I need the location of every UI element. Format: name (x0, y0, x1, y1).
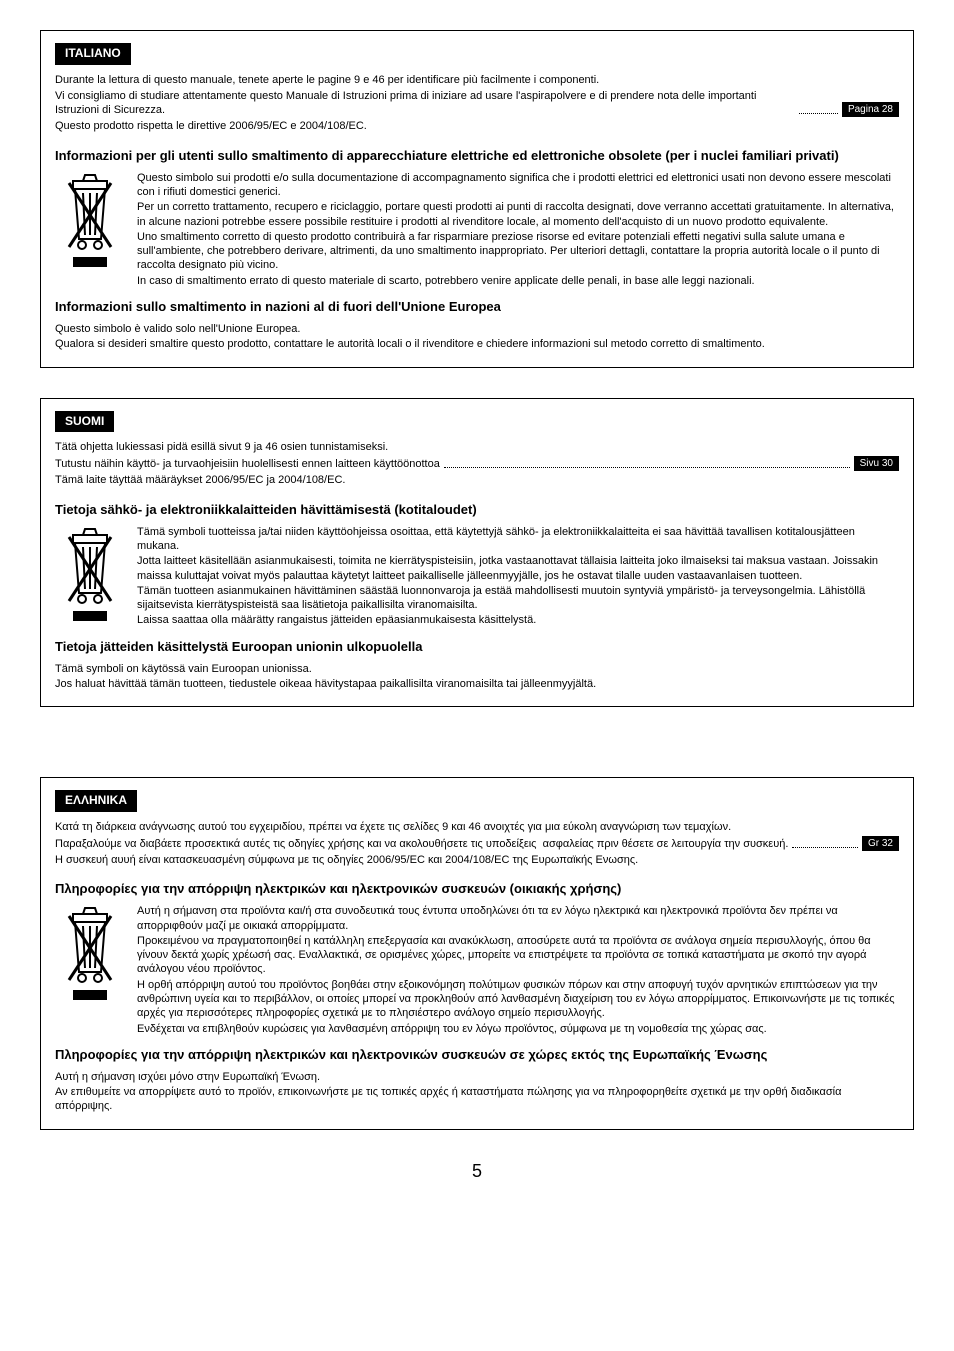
outside-eu-block: Αυτή η σήμανση ισχύει μόνο στην Ευρωπαϊκ… (55, 1070, 899, 1114)
page-ref-badge: Sivu 30 (854, 456, 899, 471)
outside-eu-p2: Jos haluat hävittää tämän tuotteen, tied… (55, 677, 899, 691)
outside-eu-heading: Πληροφορίες για την απόρριψη ηλεκτρικών … (55, 1047, 899, 1064)
weee-bin-icon (55, 904, 125, 1004)
outside-eu-p2: Αν επιθυμείτε να απορρίψετε αυτό το προϊ… (55, 1085, 899, 1114)
page-number: 5 (40, 1160, 914, 1183)
lang-tag: SUOMI (55, 411, 114, 433)
page-ref-row: Παραξαλούμε να διαβάετε προσεκτικά αυτές… (55, 836, 899, 851)
weee-heading: Πληροφορίες για την απόρριψη ηλεκτρικών … (55, 881, 899, 898)
weee-row: Tämä symboli tuotteissa ja/tai niiden kä… (55, 525, 899, 629)
lang-section-greek: ΕΛΛΗΝΙΚΑ Κατά τη διάρκεια ανάγνωσης αυτο… (40, 777, 914, 1130)
weee-p3: Tämän tuotteen asianmukainen hävittämine… (137, 584, 899, 613)
weee-bin-icon (55, 525, 125, 625)
weee-p3: Η ορθή απόρριψη αυτού του προϊόντος βοηθ… (137, 978, 899, 1021)
weee-row: Questo simbolo sui prodotti e/o sulla do… (55, 171, 899, 289)
lang-tag: ΕΛΛΗΝΙΚΑ (55, 790, 137, 812)
weee-p4: Laissa saattaa olla määrätty rangaistus … (137, 613, 899, 627)
weee-p1: Questo simbolo sui prodotti e/o sulla do… (137, 171, 899, 200)
outside-eu-p1: Tämä symboli on käytössä vain Euroopan u… (55, 662, 899, 676)
weee-p2: Jotta laitteet käsitellään asianmukaises… (137, 554, 899, 583)
intro-text-2: Παραξαλούμε να διαβάετε προσεκτικά αυτές… (55, 837, 788, 851)
outside-eu-p1: Questo simbolo è valido solo nell'Unione… (55, 322, 899, 336)
lang-tag: ITALIANO (55, 43, 131, 65)
page-ref-row: Tutustu näihin käyttö- ja turvaohjeisiin… (55, 456, 899, 471)
weee-bin-icon (55, 171, 125, 271)
compliance-text: Η συσκευή αυυή είναι κατασκευασμένη σύμφ… (55, 853, 899, 867)
dotted-leader (792, 847, 858, 848)
intro-text: Tätä ohjetta lukiessasi pidä esillä sivu… (55, 440, 899, 454)
outside-eu-heading: Informazioni sullo smaltimento in nazion… (55, 299, 899, 316)
lang-section-italiano: ITALIANO Durante la lettura di questo ma… (40, 30, 914, 368)
page-ref-row: Vi consigliamo di studiare attentamente … (55, 89, 899, 118)
weee-row: Αυτή η σήμανση στα προϊόντα και/ή στα συ… (55, 904, 899, 1037)
compliance-text: Questo prodotto rispetta le direttive 20… (55, 119, 899, 133)
outside-eu-p2: Qualora si desideri smaltire questo prod… (55, 337, 899, 351)
weee-p3: Uno smaltimento corretto di questo prodo… (137, 230, 899, 273)
intro-text: Durante la lettura di questo manuale, te… (55, 73, 899, 87)
page-ref-badge: Pagina 28 (842, 102, 899, 117)
outside-eu-p1: Αυτή η σήμανση ισχύει μόνο στην Ευρωπαϊκ… (55, 1070, 899, 1084)
page-ref-badge: Gr 32 (862, 836, 899, 851)
weee-p2: Προκειμένου να πραγματοποιηθεί η κατάλλη… (137, 934, 899, 977)
lang-section-suomi: SUOMI Tätä ohjetta lukiessasi pidä esill… (40, 398, 914, 708)
weee-text-block: Αυτή η σήμανση στα προϊόντα και/ή στα συ… (137, 904, 899, 1037)
intro-text-2: Tutustu näihin käyttö- ja turvaohjeisiin… (55, 457, 440, 471)
outside-eu-block: Questo simbolo è valido solo nell'Unione… (55, 322, 899, 352)
weee-text-block: Tämä symboli tuotteissa ja/tai niiden kä… (137, 525, 899, 629)
compliance-text: Tämä laite täyttää määräykset 2006/95/EC… (55, 473, 899, 487)
outside-eu-block: Tämä symboli on käytössä vain Euroopan u… (55, 662, 899, 692)
weee-p2: Per un corretto trattamento, recupero e … (137, 200, 899, 229)
weee-p4: In caso di smaltimento errato di questo … (137, 274, 899, 288)
weee-p1: Αυτή η σήμανση στα προϊόντα και/ή στα συ… (137, 904, 899, 933)
weee-p4: Ενδέχεται να επιβληθούν κυρώσεις για λαν… (137, 1022, 899, 1036)
weee-heading: Informazioni per gli utenti sullo smalti… (55, 148, 899, 165)
intro-text-2: Vi consigliamo di studiare attentamente … (55, 89, 795, 118)
weee-text-block: Questo simbolo sui prodotti e/o sulla do… (137, 171, 899, 289)
dotted-leader (799, 113, 838, 114)
weee-heading: Tietoja sähkö- ja elektroniikkalaitteide… (55, 502, 899, 519)
outside-eu-heading: Tietoja jätteiden käsittelystä Euroopan … (55, 639, 899, 656)
dotted-leader (444, 467, 850, 468)
intro-text: Κατά τη διάρκεια ανάγνωσης αυτού του εγχ… (55, 820, 899, 834)
weee-p1: Tämä symboli tuotteissa ja/tai niiden kä… (137, 525, 899, 554)
